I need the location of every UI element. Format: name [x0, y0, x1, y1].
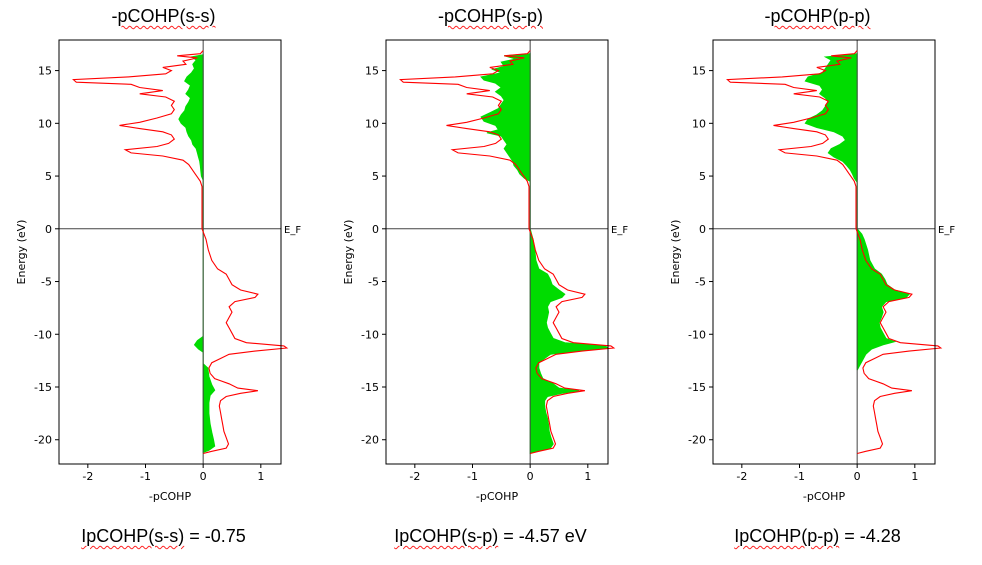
y-axis-label: Energy (eV)	[669, 220, 682, 285]
series-area-p-p-projection	[804, 53, 910, 371]
x-tick-label: 0	[199, 470, 206, 483]
x-tick-label: -2	[409, 470, 420, 483]
y-tick-label: -20	[361, 434, 379, 447]
chart-title: -pCOHP(s-p)	[438, 4, 543, 28]
y-tick-label: 10	[365, 117, 379, 130]
x-tick-label: -1	[467, 470, 478, 483]
pcohp-panel-ss: -pCOHP(s-s) -2 -1 0 1 -20 -15 -10 -5 0 5 10 15 -pCOH…	[0, 0, 327, 565]
x-tick-label: 0	[853, 470, 860, 483]
y-tick-label: -10	[688, 328, 706, 341]
fermi-label: E_F	[611, 225, 628, 236]
ipcohp-value: = -4.28	[839, 526, 901, 546]
y-tick-label: 5	[372, 170, 379, 183]
chart-title-term: pCOHP(p-p)	[770, 6, 871, 26]
y-tick-label: 0	[45, 223, 52, 236]
y-tick-label: -15	[34, 381, 52, 394]
plot-border	[712, 39, 935, 465]
chart-title-term: pCOHP(s-s)	[117, 6, 216, 26]
chart-title: -pCOHP(p-p)	[764, 4, 870, 28]
ipcohp-term: IpCOHP(s-s)	[81, 526, 185, 546]
y-tick-label: 5	[45, 170, 52, 183]
y-axis-label: Energy (eV)	[15, 220, 28, 285]
y-tick-label: 15	[365, 65, 379, 78]
y-tick-label: -20	[688, 434, 706, 447]
series-area-s-s-projection	[177, 54, 215, 454]
series-line-total	[398, 50, 615, 455]
plot-border	[58, 39, 281, 465]
y-tick-label: 15	[692, 65, 706, 78]
x-tick-label: -1	[794, 470, 805, 483]
series-area-s-p-projection	[479, 53, 609, 455]
x-tick-label: 1	[911, 470, 918, 483]
y-tick-label: -15	[361, 381, 379, 394]
x-axis-label: -pCOHP	[475, 490, 518, 503]
fermi-label: E_F	[284, 225, 301, 236]
series-line-total	[725, 50, 942, 455]
ipcohp-caption-sp: IpCOHP(s-p) = -4.57 eV	[394, 526, 587, 547]
ipcohp-term: IpCOHP(p-p)	[734, 526, 840, 546]
pcohp-panel-sp: -pCOHP(s-p) -2 -1 0 1 -20 -15 -10 -5 0 5 10 15 -pCOH…	[327, 0, 654, 565]
ipcohp-term: IpCOHP(s-p)	[394, 526, 499, 546]
y-tick-label: -10	[34, 328, 52, 341]
chart-title-term: pCOHP(s-p)	[443, 6, 543, 26]
y-tick-label: -5	[368, 276, 379, 289]
chart-title: -pCOHP(s-s)	[112, 4, 216, 28]
y-tick-label: -5	[695, 276, 706, 289]
fermi-label: E_F	[938, 225, 955, 236]
ipcohp-caption-ss: IpCOHP(s-s) = -0.75	[81, 526, 246, 547]
x-tick-label: -2	[82, 470, 93, 483]
x-tick-label: 1	[584, 470, 591, 483]
y-tick-label: -5	[41, 276, 52, 289]
pcohp-panel-pp: -pCOHP(p-p) -2 -1 0 1 -20 -15 -10 -5 0 5 10 15 -pCOH…	[654, 0, 981, 565]
y-axis-label: Energy (eV)	[342, 220, 355, 285]
x-tick-label: -2	[736, 470, 747, 483]
y-tick-label: -15	[688, 381, 706, 394]
x-axis-label: -pCOHP	[148, 490, 191, 503]
y-tick-label: 0	[699, 223, 706, 236]
x-tick-label: 1	[257, 470, 264, 483]
x-tick-label: -1	[140, 470, 151, 483]
chart-title-prefix: -	[437, 6, 444, 26]
chart-title-prefix: -	[764, 6, 771, 26]
y-tick-label: -20	[34, 434, 52, 447]
y-tick-label: 10	[692, 117, 706, 130]
chart-title-prefix: -	[111, 6, 118, 26]
ipcohp-value: = -0.75	[184, 526, 246, 546]
y-tick-label: 15	[38, 65, 52, 78]
y-tick-label: -10	[361, 328, 379, 341]
y-tick-label: 10	[38, 117, 52, 130]
y-tick-label: 0	[372, 223, 379, 236]
y-tick-label: 5	[699, 170, 706, 183]
x-tick-label: 0	[526, 470, 533, 483]
x-axis-label: -pCOHP	[802, 490, 845, 503]
plot-border	[385, 39, 608, 465]
ipcohp-value: = -4.57 eV	[498, 526, 587, 546]
series-line-total	[71, 50, 288, 455]
ipcohp-caption-pp: IpCOHP(p-p) = -4.28	[734, 526, 901, 547]
